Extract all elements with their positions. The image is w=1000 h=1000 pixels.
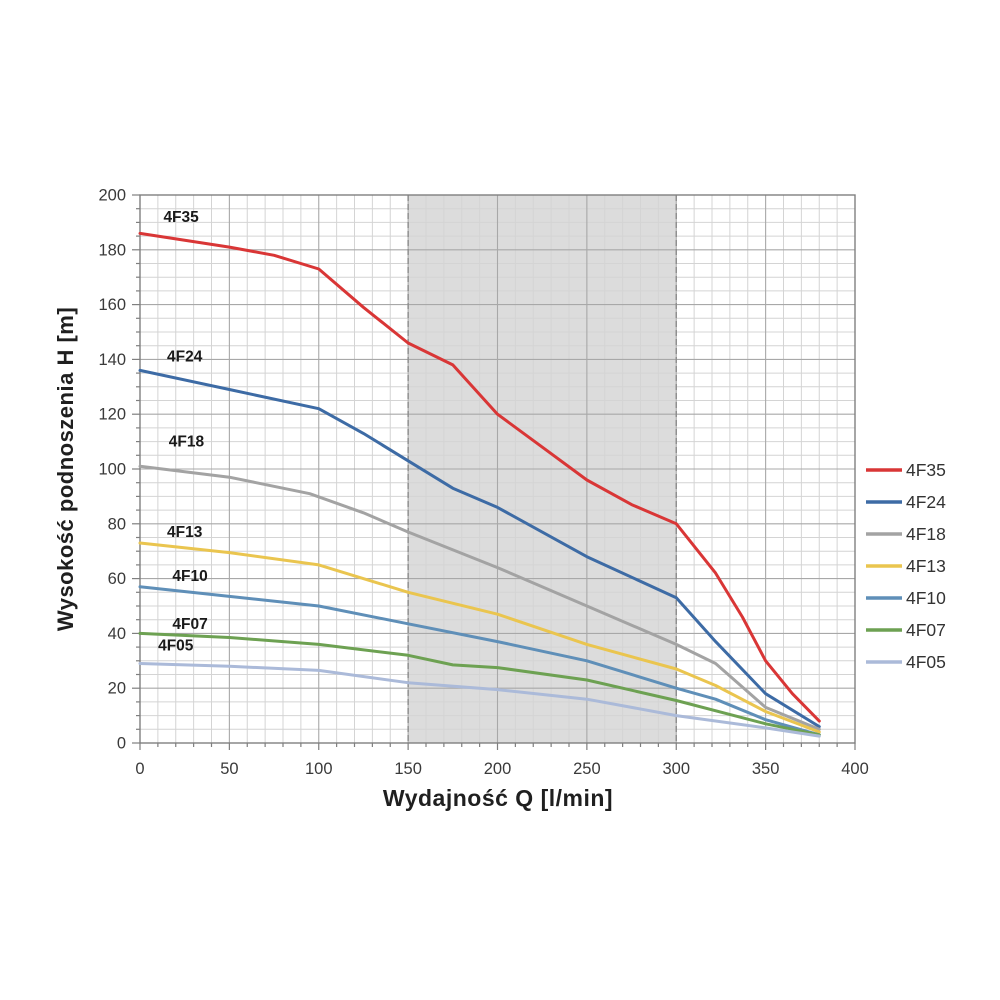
legend-label-4F13: 4F13 bbox=[906, 556, 946, 576]
series-line-4F07 bbox=[138, 631, 821, 737]
series-line-4F24 bbox=[138, 368, 821, 729]
x-tick-label: 400 bbox=[841, 760, 869, 778]
x-tick-label: 300 bbox=[662, 760, 690, 778]
legend-label-4F05: 4F05 bbox=[906, 652, 946, 672]
y-tick-label: 160 bbox=[98, 296, 126, 314]
x-tick-label: 150 bbox=[394, 760, 422, 778]
y-tick-label: 140 bbox=[98, 351, 126, 369]
y-tick-label: 20 bbox=[108, 680, 126, 698]
x-tick-label: 250 bbox=[573, 760, 601, 778]
series-label-4F10: 4F10 bbox=[172, 568, 207, 585]
legend-item-4F18: 4F18 bbox=[866, 524, 946, 544]
legend: 4F35 4F24 4F18 4F13 4F10 4F07 4F05 bbox=[866, 460, 946, 672]
y-tick-label: 80 bbox=[108, 515, 126, 533]
legend-label-4F07: 4F07 bbox=[906, 620, 946, 640]
legend-item-4F24: 4F24 bbox=[866, 492, 946, 512]
series-label-4F24: 4F24 bbox=[167, 349, 203, 366]
axis-ticks bbox=[132, 194, 856, 750]
series-line-4F18 bbox=[138, 464, 821, 731]
y-axis-title: Wysokość podnoszenia H [m] bbox=[53, 307, 78, 631]
series-label-4F07: 4F07 bbox=[172, 616, 207, 633]
legend-label-4F10: 4F10 bbox=[906, 588, 946, 608]
legend-item-4F10: 4F10 bbox=[866, 588, 946, 608]
x-tick-label: 0 bbox=[135, 760, 144, 778]
legend-item-4F35: 4F35 bbox=[866, 460, 946, 480]
legend-label-4F18: 4F18 bbox=[906, 524, 946, 544]
series-line-4F35 bbox=[138, 231, 821, 723]
x-tick-label: 100 bbox=[305, 760, 333, 778]
series-label-4F13: 4F13 bbox=[167, 524, 203, 541]
y-tick-label: 40 bbox=[108, 625, 126, 643]
series-label-4F18: 4F18 bbox=[169, 434, 205, 451]
y-tick-label: 0 bbox=[117, 735, 126, 753]
legend-label-4F35: 4F35 bbox=[906, 460, 946, 480]
x-tick-label: 350 bbox=[752, 760, 780, 778]
x-axis-title: Wydajność Q [l/min] bbox=[383, 785, 613, 811]
legend-item-4F13: 4F13 bbox=[866, 556, 946, 576]
y-tick-label: 180 bbox=[98, 241, 126, 259]
x-tick-label: 200 bbox=[484, 760, 512, 778]
series-line-4F10 bbox=[138, 585, 821, 737]
y-tick-label: 120 bbox=[98, 406, 126, 424]
series-label-4F35: 4F35 bbox=[163, 209, 199, 226]
series-line-4F05 bbox=[138, 662, 821, 738]
x-tick-label: 50 bbox=[220, 760, 238, 778]
y-tick-label: 60 bbox=[108, 570, 126, 588]
legend-item-4F05: 4F05 bbox=[866, 652, 946, 672]
series-label-4F05: 4F05 bbox=[158, 638, 194, 655]
series-line-4F13 bbox=[138, 541, 821, 734]
y-tick-label: 200 bbox=[98, 187, 126, 205]
legend-label-4F24: 4F24 bbox=[906, 492, 946, 512]
legend-item-4F07: 4F07 bbox=[866, 620, 946, 640]
y-tick-label: 100 bbox=[98, 461, 126, 479]
